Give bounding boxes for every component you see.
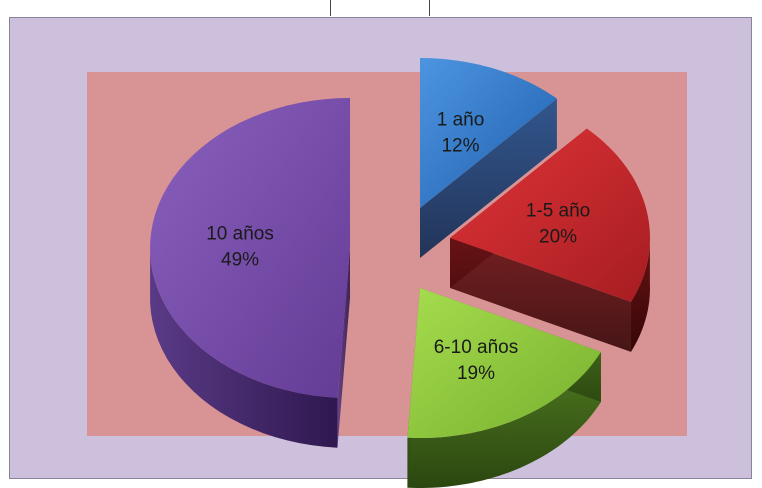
clipped-title-fragment [330, 0, 430, 16]
slice-label-name: 6-10 años [434, 337, 519, 358]
slice-label-percent: 20% [539, 227, 577, 248]
slice-1-5-ano [450, 128, 650, 352]
slice-label-percent: 49% [221, 249, 259, 270]
slice-label-name: 1 año [437, 109, 485, 130]
slice-label-name: 10 años [206, 223, 274, 244]
slice-label-name: 1-5 año [526, 201, 590, 222]
slice-label-percent: 19% [457, 363, 495, 384]
slice-label-percent: 12% [441, 135, 479, 156]
slice-10-anos [150, 98, 350, 448]
slice-1-ano [420, 58, 557, 258]
slice-6-10-anos [407, 288, 601, 488]
